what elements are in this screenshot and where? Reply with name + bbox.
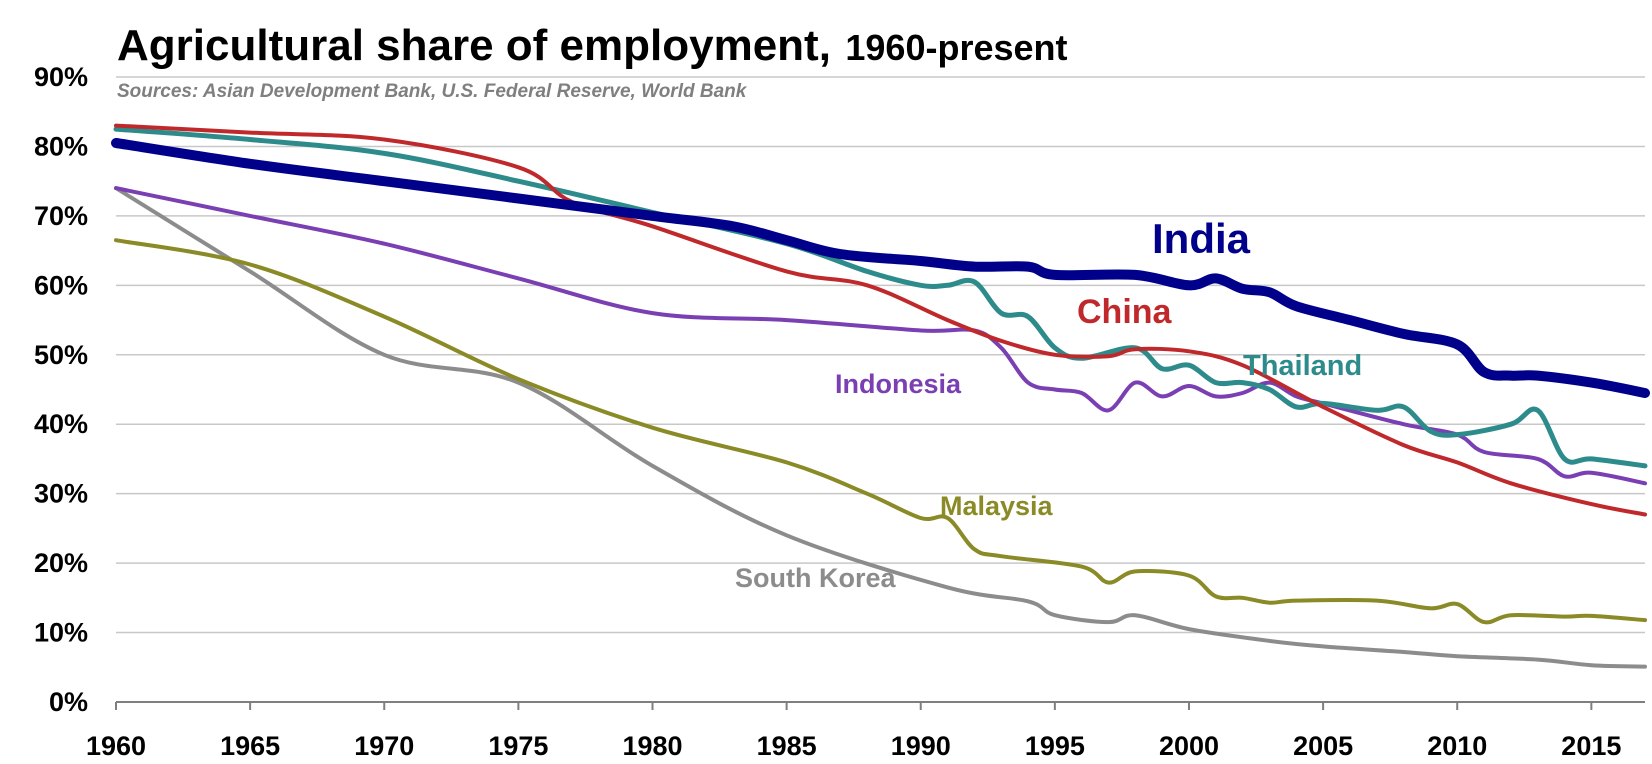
series-line-malaysia <box>114 238 1647 625</box>
x-tick-label: 2010 <box>1427 731 1487 761</box>
axis-layer: 0% 10% 20% 30% 40% 50% 60% 70% 80% 90% 1960 1965 197… <box>34 62 1645 761</box>
x-tick-label: 1970 <box>354 731 414 761</box>
grid-layer <box>116 76 1645 634</box>
x-tick-label: 1965 <box>220 731 280 761</box>
x-tick-label: 1995 <box>1025 731 1085 761</box>
series-line-china <box>114 123 1647 517</box>
x-tick-label: 2005 <box>1293 731 1353 761</box>
x-tick-label: 1975 <box>488 731 548 761</box>
series-line-india <box>111 138 1650 398</box>
y-tick-label: 80% <box>34 131 88 161</box>
x-tick-label: 1985 <box>757 731 817 761</box>
chart-title-main: Agricultural share of employment, <box>117 21 831 70</box>
chart-sources: Sources: Asian Development Bank, U.S. Fe… <box>117 81 748 102</box>
x-tick-label: 2015 <box>1561 731 1621 761</box>
label-layer: South Korea Malaysia Indonesia Thailand Chin… <box>735 215 1362 593</box>
chart-title: Agricultural share of employment, 1960-p… <box>117 21 1068 70</box>
y-tick-label: 90% <box>34 62 88 92</box>
y-tick-label: 30% <box>34 479 88 509</box>
y-tick-label: 50% <box>34 340 88 370</box>
series-label-south-korea: South Korea <box>735 563 896 593</box>
series-label-china: China <box>1077 293 1173 331</box>
series-label-malaysia: Malaysia <box>940 491 1054 521</box>
x-tick-label: 2000 <box>1159 731 1219 761</box>
x-tick-label: 1980 <box>622 731 682 761</box>
series-label-indonesia: Indonesia <box>835 369 962 399</box>
y-tick-label: 60% <box>34 270 88 300</box>
series-label-thailand: Thailand <box>1243 350 1362 382</box>
y-tick-label: 40% <box>34 409 88 439</box>
y-tick-label: 0% <box>49 687 88 717</box>
x-tick-label: 1960 <box>86 731 146 761</box>
y-tick-label: 10% <box>34 618 88 648</box>
y-tick-label: 20% <box>34 548 88 578</box>
series-line-south-korea <box>114 186 1647 669</box>
x-tick-label: 1990 <box>891 731 951 761</box>
y-tick-label: 70% <box>34 201 88 231</box>
series-layer <box>111 123 1650 669</box>
chart-title-suffix: 1960-present <box>845 27 1067 68</box>
series-label-india: India <box>1152 215 1251 262</box>
